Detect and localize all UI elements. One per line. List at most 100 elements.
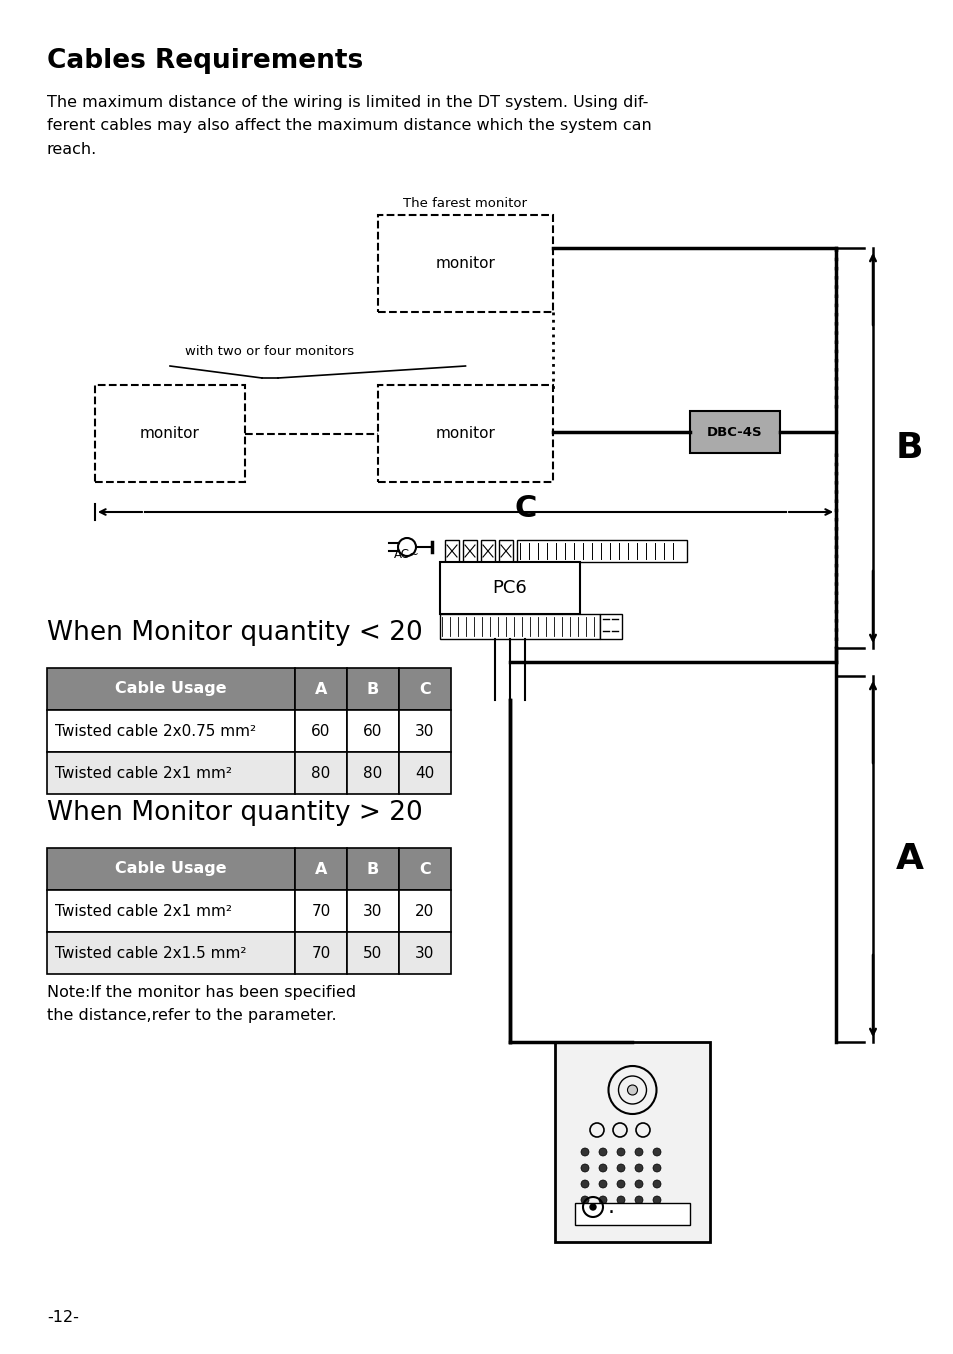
Circle shape [652, 1148, 660, 1156]
Bar [347, 709, 398, 751]
Bar [517, 540, 686, 562]
Text: C: C [418, 681, 431, 696]
Bar [294, 932, 347, 974]
Bar [398, 932, 451, 974]
Bar [377, 215, 553, 311]
Circle shape [589, 1204, 596, 1210]
Circle shape [598, 1148, 606, 1156]
Text: C: C [514, 494, 537, 523]
Text: A: A [314, 681, 327, 696]
Bar [439, 562, 579, 613]
Text: B: B [895, 431, 923, 464]
Text: AC~: AC~ [394, 548, 419, 561]
Text: When Monitor quantity < 20: When Monitor quantity < 20 [47, 620, 422, 646]
Circle shape [580, 1148, 588, 1156]
Text: The maximum distance of the wiring is limited in the DT system. Using dif-
feren: The maximum distance of the wiring is li… [47, 95, 651, 157]
Text: .: . [607, 1197, 614, 1217]
Circle shape [652, 1164, 660, 1173]
Text: 60: 60 [363, 723, 382, 738]
Text: 50: 50 [363, 945, 382, 960]
Bar [47, 668, 294, 709]
Text: 40: 40 [415, 765, 435, 780]
Bar [398, 848, 451, 890]
Bar [398, 709, 451, 751]
Text: PC6: PC6 [492, 580, 527, 597]
Bar [444, 540, 458, 562]
Text: 80: 80 [363, 765, 382, 780]
Text: A: A [314, 861, 327, 876]
Text: 70: 70 [311, 903, 331, 918]
Bar [575, 1202, 689, 1225]
Text: Twisted cable 2x1 mm²: Twisted cable 2x1 mm² [55, 765, 232, 780]
Bar [47, 751, 294, 793]
Text: DBC-4S: DBC-4S [706, 425, 762, 439]
Circle shape [598, 1196, 606, 1204]
Bar [294, 668, 347, 709]
Text: Cables Requirements: Cables Requirements [47, 47, 363, 74]
Circle shape [617, 1164, 624, 1173]
Text: with two or four monitors: with two or four monitors [185, 345, 355, 357]
Text: Twisted cable 2x0.75 mm²: Twisted cable 2x0.75 mm² [55, 723, 255, 738]
Bar [498, 540, 513, 562]
Bar [398, 890, 451, 932]
Bar [347, 668, 398, 709]
Bar [294, 709, 347, 751]
Text: monitor: monitor [140, 427, 200, 441]
Bar [47, 890, 294, 932]
Bar [47, 848, 294, 890]
Text: B: B [367, 861, 378, 876]
Circle shape [598, 1179, 606, 1187]
Bar [294, 848, 347, 890]
Bar [347, 848, 398, 890]
Circle shape [652, 1179, 660, 1187]
Text: Note:If the monitor has been specified
the distance,refer to the parameter.: Note:If the monitor has been specified t… [47, 984, 355, 1022]
Circle shape [635, 1196, 642, 1204]
Text: 30: 30 [363, 903, 382, 918]
Text: monitor: monitor [436, 256, 495, 271]
Bar [47, 709, 294, 751]
Text: 30: 30 [415, 945, 435, 960]
Bar [347, 751, 398, 793]
Circle shape [627, 1085, 637, 1095]
Text: monitor: monitor [436, 427, 495, 441]
Text: When Monitor quantity > 20: When Monitor quantity > 20 [47, 800, 422, 826]
Circle shape [580, 1179, 588, 1187]
Bar [439, 613, 599, 639]
Text: Twisted cable 2x1.5 mm²: Twisted cable 2x1.5 mm² [55, 945, 246, 960]
Circle shape [617, 1196, 624, 1204]
Bar [689, 412, 780, 454]
Circle shape [635, 1164, 642, 1173]
Text: 60: 60 [311, 723, 331, 738]
Text: Twisted cable 2x1 mm²: Twisted cable 2x1 mm² [55, 903, 232, 918]
Circle shape [580, 1164, 588, 1173]
Text: A: A [895, 842, 923, 876]
Bar [47, 932, 294, 974]
Text: 20: 20 [415, 903, 435, 918]
Circle shape [580, 1196, 588, 1204]
Text: -12-: -12- [47, 1311, 79, 1326]
Circle shape [598, 1164, 606, 1173]
Text: Cable Usage: Cable Usage [115, 861, 227, 876]
Text: 30: 30 [415, 723, 435, 738]
Text: B: B [367, 681, 378, 696]
Text: Cable Usage: Cable Usage [115, 681, 227, 696]
Circle shape [635, 1179, 642, 1187]
Bar [398, 668, 451, 709]
Text: 70: 70 [311, 945, 331, 960]
Bar [95, 385, 245, 482]
Bar [462, 540, 476, 562]
Bar [599, 613, 621, 639]
Bar [377, 385, 553, 482]
Bar [347, 932, 398, 974]
Circle shape [617, 1179, 624, 1187]
Bar [294, 751, 347, 793]
Bar [398, 751, 451, 793]
Circle shape [635, 1148, 642, 1156]
Bar [480, 540, 495, 562]
Circle shape [617, 1148, 624, 1156]
Text: The farest monitor: The farest monitor [403, 196, 527, 210]
Bar [555, 1043, 709, 1242]
Text: 80: 80 [311, 765, 331, 780]
Text: C: C [418, 861, 431, 876]
Bar [347, 890, 398, 932]
